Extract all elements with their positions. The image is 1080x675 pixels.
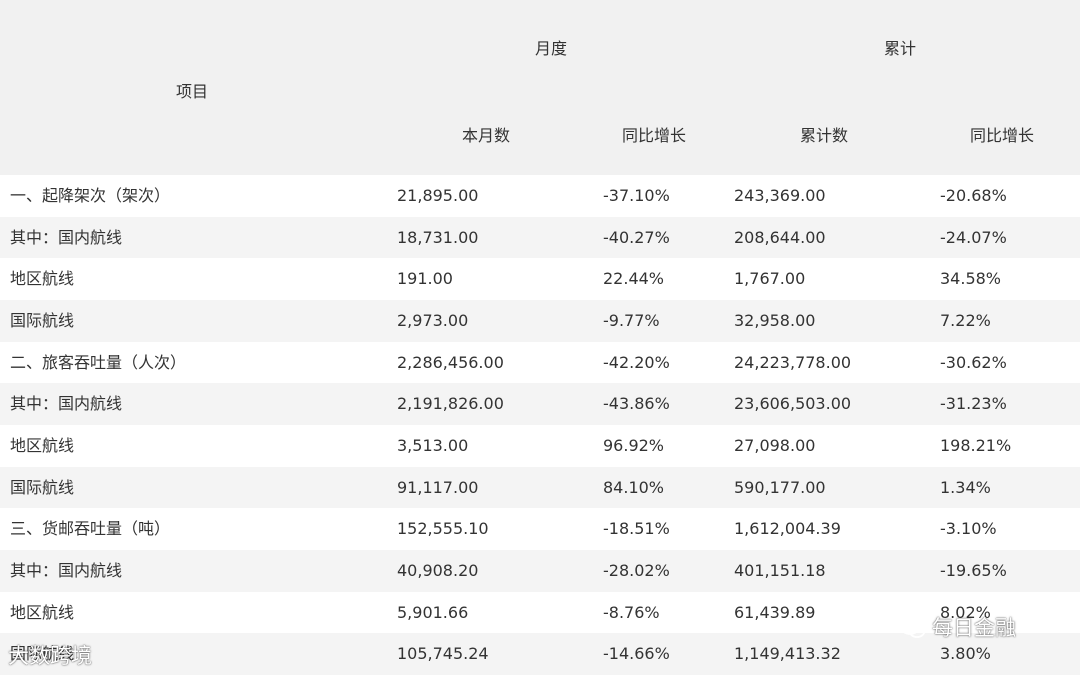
table-row: 其中：国内航线 40,908.20 -28.02% 401,151.18 -19.65%	[0, 549, 1080, 592]
header-this-month: 本月数	[462, 126, 511, 145]
table-row: 国际航线 105,745.24 -14.66% 1,149,413.32 3.80%	[0, 633, 1080, 675]
table-body: 一、起降架次（架次） 21,895.00 -37.10% 243,369.00 -20.…	[0, 175, 1080, 675]
row-label: 地区航线	[10, 435, 75, 455]
row-label: 其中：国内航线	[10, 394, 123, 414]
cumulative-value: 590,177.00	[734, 477, 826, 497]
header-cumulative: 累计	[884, 39, 917, 58]
this-month-value: 2,286,456.00	[397, 352, 504, 372]
cumulative-value: 32,958.00	[734, 310, 816, 330]
this-month-value: 105,745.24	[397, 644, 489, 664]
cumulative-value: 401,151.18	[734, 560, 826, 580]
cumulative-value: 27,098.00	[734, 435, 816, 455]
row-label: 一、起降架次（架次）	[10, 186, 171, 205]
header-cumulative-count: 累计数	[800, 126, 849, 145]
yoy-monthly-value: -14.66%	[603, 644, 670, 664]
yoy-monthly-value: 84.10%	[603, 477, 665, 497]
yoy-cumulative-value: -3.10%	[940, 519, 997, 539]
yoy-cumulative-value: 34.58%	[940, 269, 1002, 289]
table-row: 一、起降架次（架次） 21,895.00 -37.10% 243,369.00 -20.…	[0, 175, 1080, 217]
yoy-cumulative-value: 1.34%	[940, 477, 991, 497]
yoy-monthly-value: -8.76%	[603, 602, 660, 622]
yoy-cumulative-value: -20.68%	[940, 186, 1007, 205]
row-label: 三、货邮吞吐量（吨）	[10, 519, 171, 539]
table-row: 其中：国内航线 18,731.00 -40.27% 208,644.00 -24.07%	[0, 216, 1080, 259]
wechat-icon	[900, 619, 926, 639]
yoy-cumulative-value: -31.23%	[940, 394, 1007, 414]
this-month-value: 3,513.00	[397, 435, 469, 455]
watermark-left: 大数跨境	[8, 640, 92, 670]
yoy-monthly-value: -9.77%	[603, 310, 660, 330]
yoy-monthly-value: -18.51%	[603, 519, 670, 539]
this-month-value: 40,908.20	[397, 560, 479, 580]
yoy-monthly-value: -43.86%	[603, 394, 670, 414]
this-month-value: 91,117.00	[397, 477, 479, 497]
row-label: 国际航线	[10, 644, 75, 664]
header-yoy-monthly: 同比增长	[622, 126, 687, 145]
yoy-monthly-value: -40.27%	[603, 227, 670, 247]
yoy-monthly-value: 22.44%	[603, 269, 665, 289]
table-row: 国际航线 2,973.00 -9.77% 32,958.00 7.22%	[0, 299, 1080, 342]
row-label: 其中：国内航线	[10, 227, 123, 247]
yoy-monthly-value: -42.20%	[603, 352, 670, 372]
watermark-left-text: 大数跨境	[8, 644, 92, 668]
cumulative-value: 243,369.00	[734, 186, 826, 205]
table-row: 其中：国内航线 2,191,826.00 -43.86% 23,606,503.00 -…	[0, 383, 1080, 425]
header-item: 项目	[176, 82, 209, 101]
header-monthly: 月度	[535, 39, 568, 58]
table-header: 项目 月度 累计 本月数 同比增长 累计数 同比增长	[0, 0, 1080, 175]
row-label: 二、旅客吞吐量（人次）	[10, 352, 187, 372]
cumulative-value: 24,223,778.00	[734, 352, 852, 372]
yoy-cumulative-value: -19.65%	[940, 560, 1007, 580]
cumulative-value: 1,149,413.32	[734, 644, 841, 664]
row-label: 地区航线	[10, 269, 75, 289]
yoy-monthly-value: -37.10%	[603, 186, 670, 205]
watermark-right: 每日金融	[900, 612, 1016, 642]
yoy-cumulative-value: 7.22%	[940, 310, 991, 330]
cumulative-value: 1,612,004.39	[734, 519, 841, 539]
yoy-monthly-value: 96.92%	[603, 435, 665, 455]
yoy-cumulative-value: -24.07%	[940, 227, 1007, 247]
cumulative-value: 208,644.00	[734, 227, 826, 247]
table-row: 国际航线 91,117.00 84.10% 590,177.00 1.34%	[0, 466, 1080, 509]
table-row: 地区航线 191.00 22.44% 1,767.00 34.58%	[0, 258, 1080, 300]
table-row: 二、旅客吞吐量（人次） 2,286,456.00 -42.20% 24,223,778…	[0, 342, 1080, 384]
this-month-value: 2,191,826.00	[397, 394, 504, 414]
cumulative-value: 23,606,503.00	[734, 394, 852, 414]
this-month-value: 2,973.00	[397, 310, 469, 330]
this-month-value: 18,731.00	[397, 227, 479, 247]
this-month-value: 152,555.10	[397, 519, 489, 539]
cumulative-value: 61,439.89	[734, 602, 816, 622]
cumulative-value: 1,767.00	[734, 269, 806, 289]
table-row: 地区航线 5,901.66 -8.76% 61,439.89 8.02%	[0, 592, 1080, 634]
yoy-cumulative-value: 3.80%	[940, 644, 991, 664]
row-label: 国际航线	[10, 310, 75, 330]
yoy-cumulative-value: 198.21%	[940, 435, 1012, 455]
this-month-value: 5,901.66	[397, 602, 469, 622]
yoy-cumulative-value: -30.62%	[940, 352, 1007, 372]
table-row: 三、货邮吞吐量（吨） 152,555.10 -18.51% 1,612,004.39 -…	[0, 508, 1080, 550]
this-month-value: 21,895.00	[397, 186, 479, 205]
watermark-right-text: 每日金融	[932, 616, 1016, 640]
this-month-value: 191.00	[397, 269, 453, 289]
table-row: 地区航线 3,513.00 96.92% 27,098.00 198.21%	[0, 425, 1080, 467]
row-label: 其中：国内航线	[10, 560, 123, 580]
row-label: 国际航线	[10, 477, 75, 497]
yoy-cumulative-value: 8.02%	[940, 602, 991, 622]
row-label: 地区航线	[10, 602, 75, 622]
header-yoy-cumulative: 同比增长	[970, 126, 1035, 145]
yoy-monthly-value: -28.02%	[603, 560, 670, 580]
